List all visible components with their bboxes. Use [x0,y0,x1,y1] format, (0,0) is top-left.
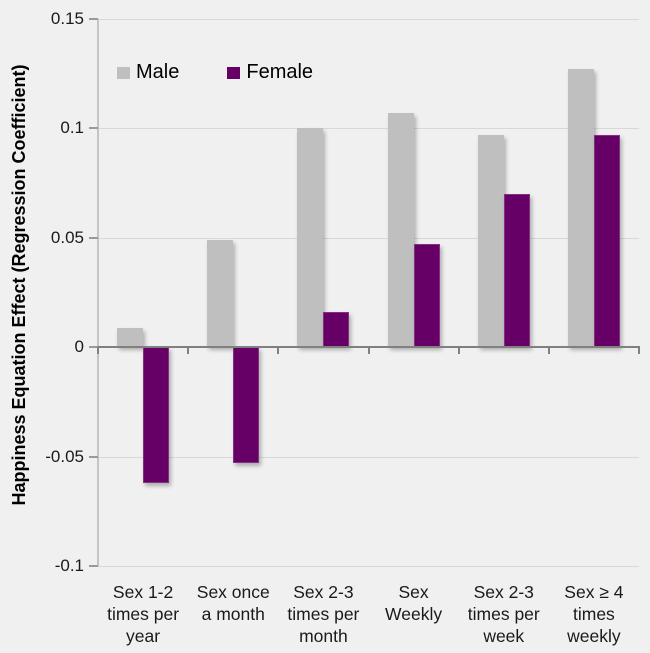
x-category-label: Sex Weekly [385,582,443,624]
gridline [98,128,639,130]
x-axis-tick [457,347,460,355]
x-category-label: Sex 2-3 times per week [467,582,540,646]
y-axis-line [97,19,99,566]
bar-female-4 [413,244,440,348]
bar-female-2 [233,347,260,464]
y-axis-tick [89,565,98,567]
x-axis-tick [277,347,280,355]
bar-male-3 [297,128,324,348]
bar-male-6 [567,69,594,348]
female-series-swatch-icon [227,66,241,79]
y-tick-label: 0.1 [60,118,84,138]
x-category-label: Sex 2-3 times per month [287,582,360,646]
y-tick-label: 0.05 [50,227,84,247]
x-axis-tick [547,347,550,355]
legend-item-male: Male [117,61,179,84]
bar-male-2 [207,239,234,348]
y-axis-title: Happiness Equation Effect (Regression Co… [9,64,29,506]
gridline [98,19,639,20]
gridline [98,456,639,458]
x-axis-tick [367,347,370,355]
x-category-label: Sex 1-2 times per year [107,582,180,646]
y-tick-label: 0 [74,337,84,357]
y-axis-tick [89,236,98,239]
x-category-label: Sex once a month [196,582,270,624]
gridline [98,566,639,567]
x-axis-tick [638,347,640,355]
legend: Male Female [117,61,313,84]
x-axis-tick [187,347,190,355]
y-axis-tick [89,127,98,130]
male-series-swatch-icon [117,66,130,79]
y-axis-tick [89,18,98,20]
bar-male-1 [117,327,144,348]
y-axis-tick [89,455,98,458]
bar-female-6 [593,134,620,348]
bar-female-3 [323,312,350,348]
legend-item-female: Female [227,61,313,84]
bar-female-1 [143,347,170,483]
x-axis-tick [97,347,99,355]
x-category-label: Sex ≥ 4 times weekly [564,582,624,646]
legend-label-female: Female [246,61,314,83]
legend-label-male: Male [136,61,180,83]
bar-male-4 [387,113,414,348]
y-tick-label: -0.1 [54,556,84,575]
bar-male-5 [477,134,504,348]
y-axis-tick [89,346,98,349]
bar-female-5 [503,194,530,348]
gridline [98,237,639,239]
y-tick-label: -0.05 [45,446,84,466]
y-tick-label: 0.15 [50,9,84,28]
